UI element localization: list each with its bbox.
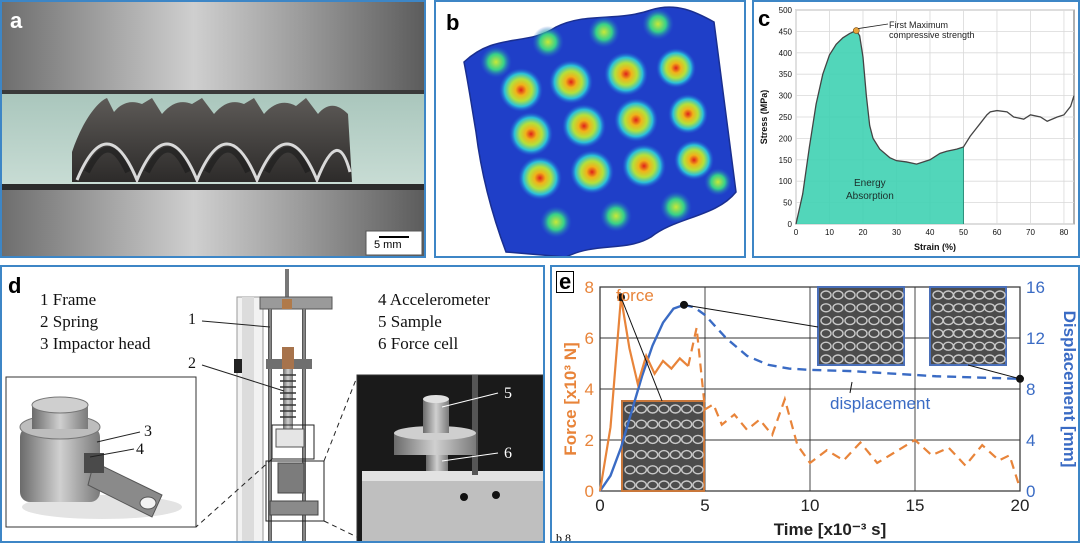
energy-absorption-label-2: Absorption bbox=[846, 191, 894, 202]
y-tick-label: 0 bbox=[788, 220, 793, 229]
panel-b-label: b bbox=[446, 10, 460, 35]
fea-contour-plot bbox=[463, 6, 737, 256]
force-line-solid bbox=[598, 297, 689, 492]
y-right-tick-label: 16 bbox=[1026, 278, 1045, 297]
leader-2 bbox=[683, 304, 819, 328]
x-tick-label: 10 bbox=[825, 228, 834, 237]
lattice-waves bbox=[75, 142, 352, 184]
y-left-tick-label: 6 bbox=[585, 329, 594, 348]
panel-c: 0 10 20 30 40 50 60 70 80 0 50 100 150 200 250 300 350 40… bbox=[752, 0, 1080, 258]
stress-curve bbox=[795, 29, 1075, 225]
y-left-tick-label: 2 bbox=[585, 431, 594, 450]
legend-item-4: 4 Accelerometer bbox=[378, 290, 490, 309]
y-left-tick-label: 4 bbox=[585, 380, 594, 399]
drop-tower-illustration bbox=[5, 269, 543, 541]
x-tick-label: 0 bbox=[794, 228, 799, 237]
displacement-line-dashed bbox=[683, 303, 1021, 380]
legend-item-1: 1 Frame bbox=[40, 290, 97, 309]
energy-absorption-label-1: Energy bbox=[854, 178, 886, 189]
legend-item-3: 3 Impactor head bbox=[40, 334, 151, 353]
x-tick-label: 20 bbox=[1011, 496, 1030, 515]
x-tick-label: 10 bbox=[801, 496, 820, 515]
y-tick-label: 250 bbox=[779, 113, 793, 122]
displacement-line-solid bbox=[599, 303, 685, 492]
first-max-leader bbox=[858, 23, 889, 29]
y-left-axis-label: Force [x10³ N] bbox=[561, 342, 580, 455]
x-axis-label: Time [x10⁻³ s] bbox=[774, 520, 887, 539]
data-marker bbox=[617, 293, 625, 302]
panel-a: a 5 mm bbox=[0, 0, 426, 258]
force-line-dashed bbox=[687, 327, 1022, 489]
lattice-sample bbox=[72, 98, 352, 182]
callout-3: 3 bbox=[144, 423, 152, 440]
stress-strain-chart: 0 10 20 30 40 50 60 70 80 0 50 100 150 200 250 300 350 40… bbox=[759, 6, 1075, 252]
panel-b: b bbox=[434, 0, 746, 258]
y-right-tick-label: 0 bbox=[1026, 482, 1035, 501]
annotation-first-max-2: compressive strength bbox=[889, 30, 975, 40]
first-max-marker bbox=[852, 27, 860, 34]
y-tick-label: 400 bbox=[779, 49, 793, 58]
x-tick-label: 15 bbox=[906, 496, 925, 515]
scale-bar-label: 5 mm bbox=[374, 239, 402, 251]
sem-image-left bbox=[621, 400, 705, 492]
series-label-force: force bbox=[616, 286, 654, 305]
legend-item-2: 2 Spring bbox=[40, 312, 99, 331]
y-tick-label: 300 bbox=[779, 92, 793, 101]
x-tick-label: 40 bbox=[926, 228, 935, 237]
y-axis-label: Stress (MPa) bbox=[759, 90, 769, 145]
panel-c-label: c bbox=[758, 6, 771, 31]
x-tick-label: 0 bbox=[595, 496, 604, 515]
y-right-axis-label: Displacement [mm] bbox=[1060, 311, 1079, 468]
annotation-first-max-1: First Maximum bbox=[889, 20, 948, 30]
panel-e: 0 5 10 15 20 0 2 4 6 8 0 4 8 12 16 force displacement Tim… bbox=[550, 265, 1080, 543]
callout-1: 1 bbox=[188, 311, 196, 328]
leader-3 bbox=[967, 364, 1021, 380]
y-tick-label: 350 bbox=[779, 70, 793, 79]
panel-a-photo bbox=[2, 2, 424, 256]
data-marker bbox=[680, 300, 688, 309]
y-tick-label: 450 bbox=[779, 27, 793, 36]
callout-5: 5 bbox=[504, 385, 512, 402]
force-displacement-chart: 0 5 10 15 20024680481216forcedisplacementTim… bbox=[561, 278, 1079, 539]
x-tick-label: 50 bbox=[959, 228, 968, 237]
panel-e-label: e bbox=[556, 271, 575, 293]
y-left-tick-label: 0 bbox=[585, 482, 594, 501]
panel-d-label: d bbox=[8, 273, 22, 298]
energy-absorption-area bbox=[796, 30, 964, 224]
y-right-tick-label: 12 bbox=[1026, 329, 1045, 348]
x-tick-label: 60 bbox=[993, 228, 1002, 237]
y-right-tick-label: 4 bbox=[1026, 431, 1035, 450]
y-tick-label: 200 bbox=[779, 134, 793, 143]
x-axis-label: Strain (%) bbox=[914, 242, 956, 252]
panel-d: d 1 Frame 2 Spring 3 Impactor head 4 Acc… bbox=[0, 265, 545, 543]
callout-2: 2 bbox=[188, 355, 196, 372]
y-tick-label: 500 bbox=[779, 6, 793, 15]
leader-1 bbox=[620, 297, 663, 402]
x-tick-label: 20 bbox=[859, 228, 868, 237]
y-tick-label: 150 bbox=[779, 156, 793, 165]
y-tick-label: 50 bbox=[783, 199, 792, 208]
panel-a-label: a bbox=[10, 8, 23, 33]
x-tick-label: 5 bbox=[700, 496, 709, 515]
legend-item-6: 6 Force cell bbox=[378, 334, 459, 353]
fea-hotspots bbox=[480, 8, 732, 238]
y-right-tick-label: 8 bbox=[1026, 380, 1035, 399]
x-tick-label: 70 bbox=[1026, 228, 1035, 237]
callout-4: 4 bbox=[136, 441, 144, 458]
sem-image-mid bbox=[817, 286, 905, 366]
legend-item-5: 5 Sample bbox=[378, 312, 442, 331]
data-marker bbox=[1016, 374, 1024, 383]
callout-6: 6 bbox=[504, 445, 512, 462]
series-label-displacement: displacement bbox=[830, 394, 930, 413]
y-left-tick-label: 8 bbox=[585, 278, 594, 297]
panel-e-bottom-fragment: b 8 bbox=[556, 531, 571, 543]
sem-image-right bbox=[929, 286, 1007, 366]
x-tick-label: 80 bbox=[1059, 228, 1068, 237]
x-tick-label: 30 bbox=[892, 228, 901, 237]
displacement-pointer bbox=[849, 381, 853, 394]
y-tick-label: 100 bbox=[779, 177, 793, 186]
